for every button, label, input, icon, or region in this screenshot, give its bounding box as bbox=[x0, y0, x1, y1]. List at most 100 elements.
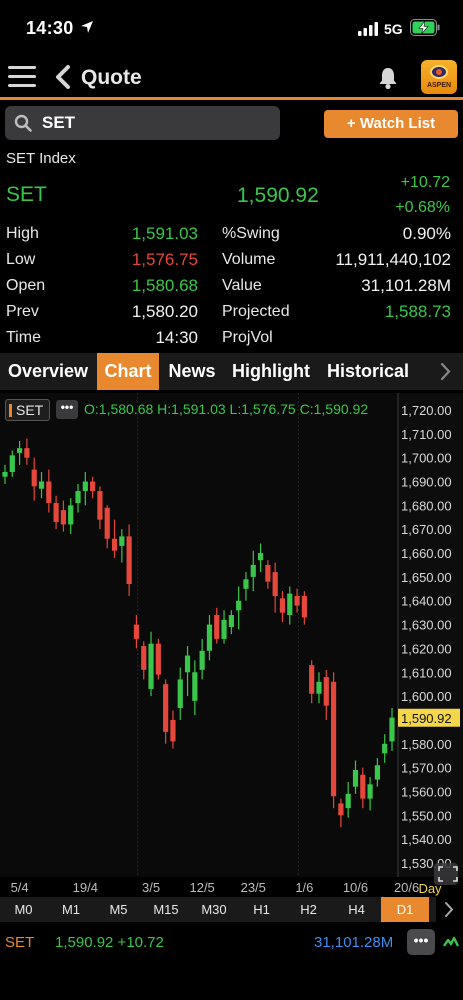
y-tick-label: 1,720.00 bbox=[401, 403, 452, 418]
tab-overview[interactable]: Overview bbox=[7, 361, 89, 381]
candle-body bbox=[272, 572, 278, 596]
candle-body bbox=[82, 481, 88, 492]
candlestick-chart[interactable]: 1,720.00 1,710.00 1,700.00 1,690.00 1,680.00… bbox=[0, 393, 463, 897]
tabs-scroll-right-icon[interactable] bbox=[430, 353, 463, 390]
logo-eye-icon bbox=[430, 65, 448, 79]
bottom-ticker[interactable]: SET 1,590.92 +10.72 31,101.28M ••• bbox=[0, 925, 463, 961]
menu-icon[interactable] bbox=[8, 66, 36, 88]
battery-charging-icon bbox=[410, 19, 440, 36]
candle-body bbox=[214, 615, 220, 639]
period-label: Day bbox=[418, 881, 442, 896]
candle-body bbox=[265, 564, 271, 582]
chart-symbol-chip[interactable]: SET bbox=[5, 399, 51, 421]
candle-body bbox=[119, 536, 125, 546]
timeframe-h2[interactable]: H2 bbox=[300, 902, 317, 917]
candle-body bbox=[279, 598, 286, 613]
y-tick-label: 1,630.00 bbox=[401, 618, 452, 633]
candle-body bbox=[345, 793, 351, 809]
chart-options-button[interactable]: ••• bbox=[56, 400, 78, 419]
price-chart[interactable]: 1,720.00 1,710.00 1,700.00 1,690.00 1,680.00… bbox=[0, 393, 463, 897]
search-icon bbox=[14, 114, 32, 132]
y-tick-label: 1,690.00 bbox=[401, 475, 452, 490]
stat-label: ProjVol bbox=[222, 329, 273, 346]
y-tick-label: 1,570.00 bbox=[401, 761, 452, 776]
candle-body bbox=[250, 564, 256, 577]
candle-body bbox=[24, 448, 30, 458]
add-watchlist-button[interactable]: + Watch List bbox=[324, 110, 458, 138]
stat-label: Low bbox=[6, 251, 36, 268]
candle-body bbox=[301, 595, 307, 618]
status-time: 14:30 bbox=[26, 18, 74, 38]
index-name: SET Index bbox=[6, 150, 76, 167]
y-tick-label: 1,670.00 bbox=[401, 522, 452, 537]
candle-body bbox=[221, 619, 227, 639]
candle-body bbox=[243, 579, 249, 589]
timeframe-m0[interactable]: M0 bbox=[14, 902, 33, 917]
tab-highlight[interactable]: Highlight bbox=[232, 361, 310, 381]
candle-body bbox=[360, 774, 366, 799]
stat-label: Projected bbox=[222, 303, 290, 320]
stat-value: 11,911,440,102 bbox=[335, 250, 451, 269]
candle-body bbox=[68, 505, 74, 525]
timeframe-h4[interactable]: H4 bbox=[348, 902, 365, 917]
tab-chart[interactable]: Chart bbox=[97, 353, 159, 390]
candle-body bbox=[323, 677, 329, 706]
candle-body bbox=[60, 510, 67, 525]
candle-body bbox=[126, 536, 132, 585]
candle-body bbox=[133, 624, 140, 639]
page-title: Quote bbox=[81, 66, 142, 89]
stat-value: 1,591.03 bbox=[131, 224, 198, 243]
timeframe-d1[interactable]: D1 bbox=[381, 897, 429, 922]
search-box[interactable] bbox=[5, 106, 280, 140]
stat-label: High bbox=[6, 225, 39, 242]
timeframe-h1[interactable]: H1 bbox=[253, 902, 270, 917]
candle-body bbox=[206, 624, 213, 651]
y-tick-label: 1,700.00 bbox=[401, 451, 452, 466]
stat-label: Value bbox=[222, 277, 262, 294]
tab-historical[interactable]: Historical bbox=[326, 361, 410, 381]
symbol-search-input[interactable] bbox=[42, 110, 272, 136]
candle-body bbox=[97, 491, 103, 520]
quote-symbol: SET bbox=[6, 183, 47, 206]
nav-bar: Quote ASPEN bbox=[0, 58, 463, 98]
x-tick-label: 20/6 bbox=[394, 880, 419, 895]
stat-value: 31,101.28M bbox=[361, 276, 451, 295]
candle-body bbox=[338, 803, 344, 816]
logo-text: ASPEN bbox=[426, 82, 452, 89]
candle-body bbox=[163, 684, 169, 732]
candle-body bbox=[17, 448, 23, 453]
y-tick-label: 1,540.00 bbox=[401, 832, 452, 847]
back-chevron-icon[interactable] bbox=[52, 64, 74, 90]
y-tick-label: 1,610.00 bbox=[401, 665, 452, 680]
candle-body bbox=[75, 491, 81, 503]
bell-icon[interactable] bbox=[377, 66, 399, 90]
fullscreen-icon[interactable] bbox=[434, 863, 458, 885]
tab-news[interactable]: News bbox=[168, 361, 216, 381]
x-tick-label: 19/4 bbox=[73, 880, 98, 895]
timeframe-scroll-right-icon[interactable] bbox=[436, 897, 463, 922]
timeframe-m15[interactable]: M15 bbox=[153, 902, 179, 917]
timeframe-m5[interactable]: M5 bbox=[109, 902, 128, 917]
y-tick-label: 1,640.00 bbox=[401, 594, 452, 609]
candle-body bbox=[367, 784, 373, 799]
candle-body bbox=[330, 681, 337, 797]
y-tick-label: 1,650.00 bbox=[401, 570, 452, 585]
timeframe-m30[interactable]: M30 bbox=[201, 902, 227, 917]
ticker-price-change: 1,590.92 +10.72 bbox=[55, 934, 164, 951]
ticker-more-button[interactable]: ••• bbox=[407, 929, 435, 955]
stat-value: 1,580.20 bbox=[131, 302, 198, 321]
aspen-logo[interactable]: ASPEN bbox=[421, 60, 457, 94]
candle-body bbox=[90, 481, 96, 492]
candle-body bbox=[374, 765, 380, 780]
y-tick-label: 1,710.00 bbox=[401, 427, 452, 442]
last-price-label: 1,590.92 bbox=[401, 711, 452, 726]
x-tick-label: 3/5 bbox=[142, 880, 160, 895]
timeframe-m1[interactable]: M1 bbox=[61, 902, 81, 917]
x-tick-label: 1/6 bbox=[295, 880, 313, 895]
candle-body bbox=[184, 655, 191, 673]
candle-body bbox=[104, 507, 110, 539]
price-change: +10.72 bbox=[400, 174, 450, 191]
ticker-value: 31,101.28M bbox=[314, 934, 394, 951]
stat-value: 0.90% bbox=[402, 224, 451, 243]
candle-body bbox=[170, 719, 176, 742]
